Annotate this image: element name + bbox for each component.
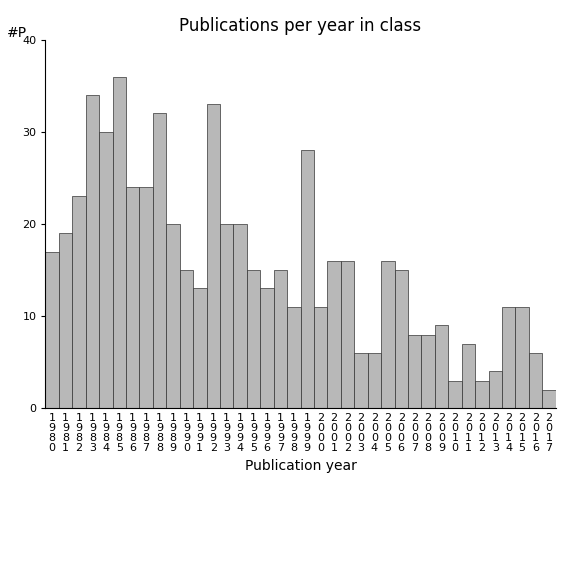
Bar: [367, 353, 381, 408]
Bar: [341, 261, 354, 408]
Bar: [59, 233, 72, 408]
Bar: [462, 344, 475, 408]
Bar: [408, 335, 421, 408]
Bar: [220, 224, 234, 408]
Bar: [421, 335, 435, 408]
Title: Publications per year in class: Publications per year in class: [179, 18, 422, 35]
Bar: [99, 132, 112, 408]
Bar: [139, 187, 153, 408]
Bar: [515, 307, 529, 408]
Bar: [166, 224, 180, 408]
X-axis label: Publication year: Publication year: [244, 459, 357, 473]
Bar: [287, 307, 301, 408]
Bar: [45, 252, 59, 408]
Bar: [247, 270, 260, 408]
Bar: [72, 196, 86, 408]
Bar: [206, 104, 220, 408]
Bar: [448, 380, 462, 408]
Bar: [153, 113, 166, 408]
Bar: [327, 261, 341, 408]
Bar: [274, 270, 287, 408]
Bar: [529, 353, 542, 408]
Bar: [354, 353, 367, 408]
Bar: [301, 150, 314, 408]
Bar: [475, 380, 489, 408]
Bar: [112, 77, 126, 408]
Bar: [395, 270, 408, 408]
Bar: [314, 307, 327, 408]
Y-axis label: #P: #P: [7, 26, 27, 40]
Bar: [234, 224, 247, 408]
Bar: [502, 307, 515, 408]
Bar: [126, 187, 139, 408]
Bar: [542, 390, 556, 408]
Bar: [260, 289, 274, 408]
Bar: [86, 95, 99, 408]
Bar: [435, 325, 448, 408]
Bar: [489, 371, 502, 408]
Bar: [180, 270, 193, 408]
Bar: [381, 261, 395, 408]
Bar: [193, 289, 206, 408]
